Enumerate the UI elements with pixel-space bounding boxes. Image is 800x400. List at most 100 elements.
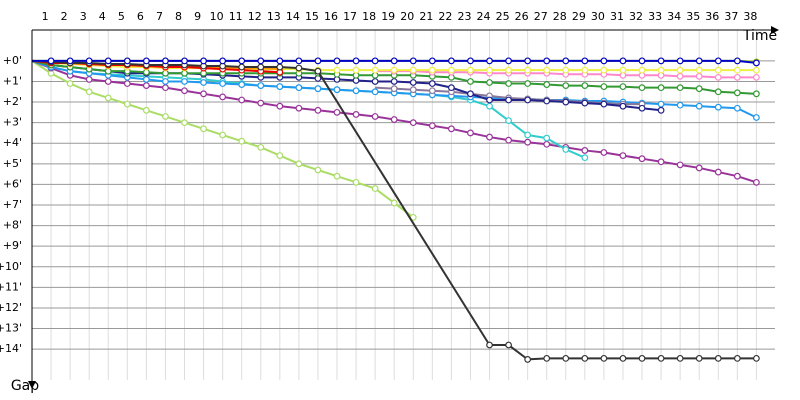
data-point [714,73,722,81]
y-tick-label: +9' [3,239,22,252]
data-point [181,119,188,127]
x-tick-label: 37 [724,10,738,23]
data-point [486,57,493,65]
data-point [352,87,360,95]
data-point [505,117,512,124]
data-point [505,96,512,104]
data-point [162,113,169,120]
data-point [524,80,532,87]
data-point [543,81,551,88]
data-point [638,84,646,92]
x-tick-label: 32 [629,10,643,23]
data-point [409,79,417,86]
data-point [409,57,417,65]
data-point [714,168,722,176]
data-point [352,66,360,74]
data-point [657,354,665,362]
data-point [142,76,150,83]
x-tick-label: 8 [175,10,182,23]
data-point [467,66,474,74]
data-point [238,57,246,65]
data-point [733,172,741,180]
data-point [714,88,722,96]
data-point [352,57,360,65]
data-point [753,59,760,67]
x-tick-label: 16 [324,10,338,23]
x-tick-label: 31 [610,10,624,23]
data-point [714,66,722,74]
y-tick-label: +6' [3,177,22,190]
data-point [276,57,284,65]
data-point [505,57,512,65]
data-point [657,66,665,74]
x-tick-label: 12 [248,10,262,23]
data-point [657,100,665,108]
data-point [352,178,360,186]
x-tick-label: 3 [80,10,87,23]
data-point [142,106,150,114]
data-point [333,86,341,94]
data-point [695,354,703,362]
x-tick-label: 24 [477,10,491,23]
x-tick-label: 11 [229,10,243,23]
x-tick-label: 5 [118,10,125,23]
data-point [428,66,436,74]
data-point [104,94,112,102]
data-point [238,81,246,88]
data-point [638,155,646,163]
data-point [714,354,722,362]
data-point [619,354,627,362]
x-tick-label: 2 [61,10,68,23]
data-point [543,66,551,74]
data-point [638,354,646,362]
data-point [295,64,303,72]
data-point [276,83,284,91]
y-tick-label: +0' [3,54,22,67]
data-point [371,185,379,192]
data-point [409,119,417,127]
x-tick-label: 29 [572,10,586,23]
data-point [467,78,474,85]
data-point [562,146,570,153]
data-point [524,57,532,65]
y-tick-label: +7' [3,198,22,211]
data-point [219,80,227,87]
data-point [638,104,646,112]
data-point [657,106,665,114]
data-point [219,131,227,139]
data-point [505,66,512,74]
data-point [695,102,703,110]
x-tick-label: 14 [286,10,300,23]
data-point [333,66,341,74]
data-point [486,341,493,349]
data-point [352,111,360,118]
data-point [562,82,570,89]
data-point [314,67,322,75]
x-tick-label: 9 [194,10,201,23]
data-point [676,354,684,362]
data-point [619,152,627,159]
data-point [314,106,322,114]
data-point [543,97,551,105]
data-point [753,114,760,121]
data-point [181,78,188,85]
data-point [562,354,570,362]
x-tick-label: 34 [667,10,681,23]
data-point [238,96,246,104]
data-point [486,96,493,104]
x-tick-label: 1 [42,10,49,23]
data-point [123,100,131,108]
data-point [142,82,150,89]
x-tick-label: 10 [210,10,224,23]
y-tick-label: +10' [0,260,22,273]
data-point [162,78,169,85]
x-tick-label: 35 [686,10,700,23]
data-point [181,57,188,65]
data-point [428,122,436,130]
data-point [371,66,379,74]
data-point [695,66,703,74]
data-point [505,80,512,87]
data-point [600,100,608,108]
data-point [104,78,112,85]
